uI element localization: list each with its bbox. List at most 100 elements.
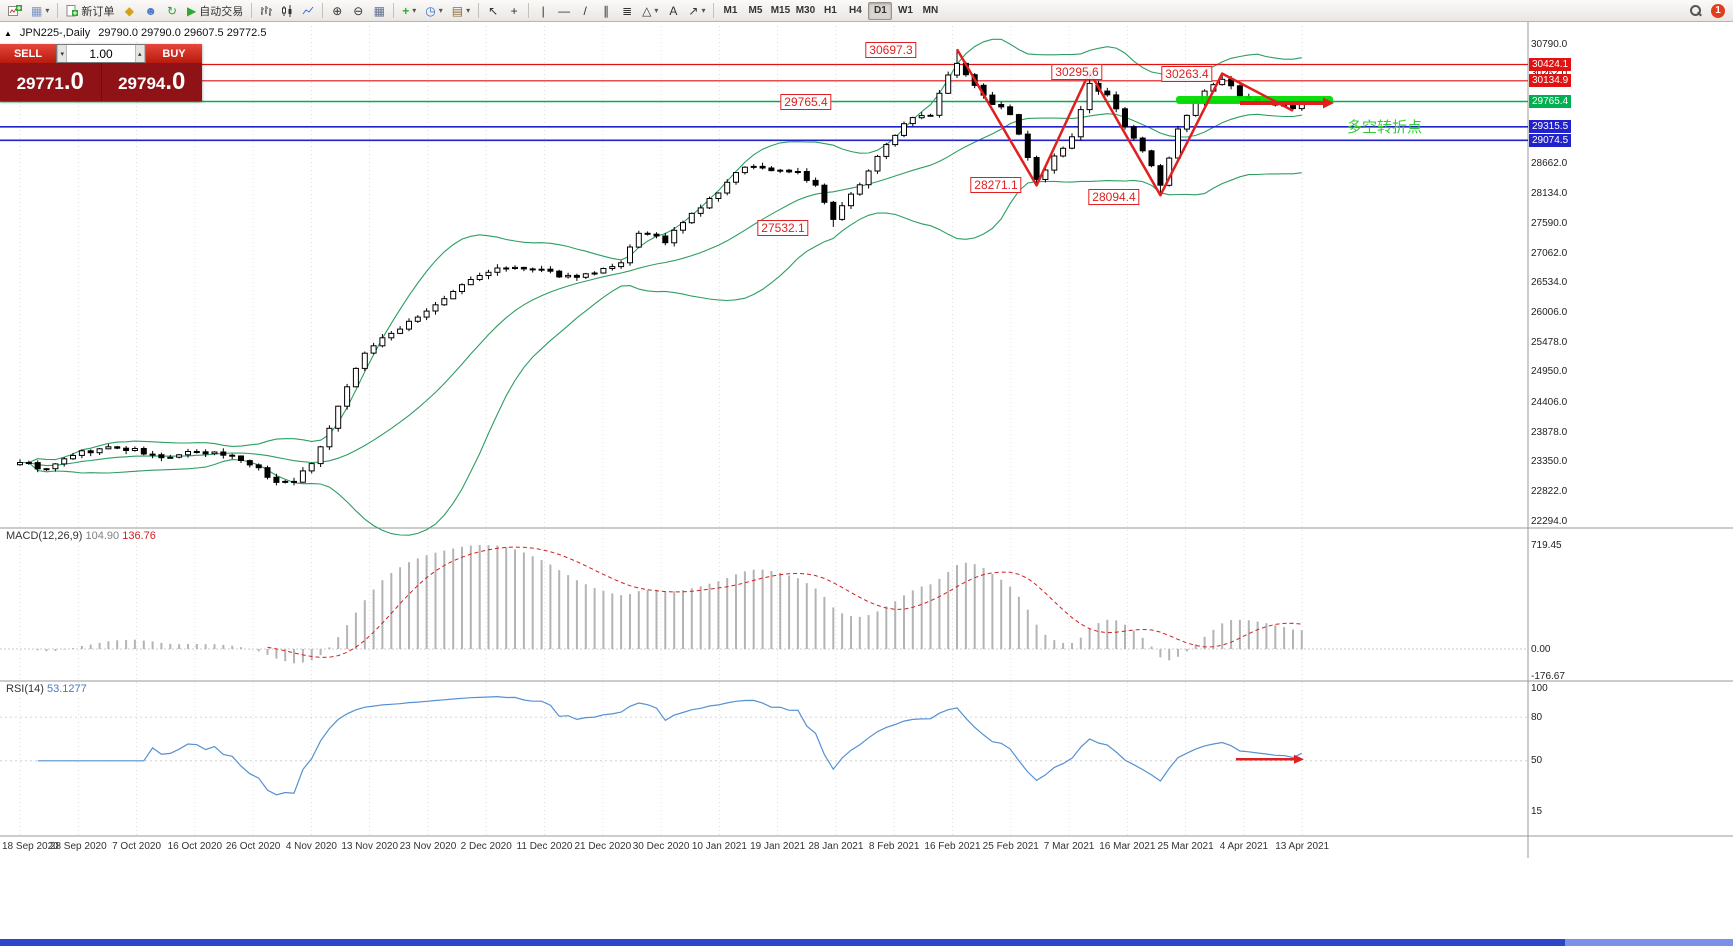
notification-badge: 1 [1711, 3, 1725, 18]
price-annotation-label[interactable]: 30263.4 [1161, 66, 1213, 82]
separator [528, 3, 530, 18]
line-chart-button[interactable] [298, 1, 318, 20]
timeframe-button-MN[interactable]: MN [922, 5, 939, 16]
indicators-button[interactable]: + ▾ [402, 3, 417, 18]
templates-icon: ▤ [451, 3, 464, 18]
new-chart-icon [8, 4, 22, 16]
crosshair-icon: + [510, 3, 518, 18]
indicators-icon: + [402, 3, 410, 18]
sell-price[interactable]: 29771.0 [16, 68, 84, 95]
annotation-note[interactable]: 多空转折点 [1347, 119, 1423, 136]
volume-increase-button[interactable]: ▴ [134, 45, 146, 62]
shapes-icon: △ [642, 3, 652, 18]
separator [322, 3, 324, 18]
bar-chart-button[interactable] [256, 1, 276, 20]
cursor-icon: ↖ [488, 3, 499, 18]
symbol-ohlc: 29790.0 29790.0 29607.5 29772.5 [98, 27, 267, 39]
volume-decrease-button[interactable]: ▾ [57, 45, 68, 62]
timeframe-button-D1[interactable]: D1 [868, 1, 893, 20]
templates-button[interactable]: ▤ ▾ [451, 3, 471, 18]
autotrading-button[interactable]: ▶ 自动交易 [183, 1, 247, 20]
shapes-button[interactable]: △ ▾ [642, 3, 659, 18]
new-order-button[interactable]: 新订单 [62, 1, 118, 20]
horizontal-line-button[interactable]: — [554, 1, 574, 20]
window-bottom-border [0, 939, 1733, 946]
price-annotation-label[interactable]: 28271.1 [970, 177, 1022, 193]
crosshair-button[interactable]: + [504, 1, 524, 20]
price-annotation-label[interactable]: 30697.3 [865, 42, 917, 58]
price-annotation-label[interactable]: 29765.4 [780, 94, 832, 110]
price-annotation-label[interactable]: 28094.4 [1088, 189, 1140, 205]
zoom-in-button[interactable]: ⊕ [327, 1, 347, 20]
symbol-info: ▲ JPN225-,Daily 29790.0 29790.0 29607.5 … [4, 27, 266, 39]
price-annotation-label[interactable]: 27532.1 [757, 220, 809, 236]
channel-icon: ∥ [603, 3, 610, 18]
channel-button[interactable]: ∥ [596, 1, 616, 20]
bar-chart-icon [261, 5, 273, 16]
timeframe-button-M5[interactable]: M5 [748, 5, 763, 16]
arrows-button[interactable]: ↗ ▾ [688, 3, 706, 18]
candlestick-chart-button[interactable] [277, 1, 297, 20]
vertical-line-button[interactable]: | [533, 1, 553, 20]
vertical-line-icon: | [541, 3, 545, 18]
zoom-in-icon: ⊕ [332, 3, 343, 18]
profiles-button[interactable]: ▦ ▾ [31, 3, 50, 18]
volume-control: ▾ ▴ [56, 44, 146, 63]
text-button[interactable]: A [663, 1, 683, 20]
market-watch-icon: ◆ [124, 3, 134, 18]
one-click-trading-panel: SELL ▾ ▴ BUY 29771.0 29794.0 [0, 44, 202, 101]
volume-input[interactable] [67, 45, 135, 62]
refresh-icon: ↻ [166, 3, 178, 18]
market-watch-button[interactable]: ◆ [119, 1, 139, 20]
arrows-icon: ↗ [688, 3, 699, 18]
profiles-icon: ▦ [31, 3, 43, 18]
timeframe-group: M1 M5 M15 M30 H1 H4 D1 W1 MN [718, 1, 942, 20]
sell-button[interactable]: SELL [0, 44, 56, 63]
collapse-arrow-icon[interactable]: ▲ [4, 28, 12, 38]
timeframe-button-H4[interactable]: H4 [849, 5, 862, 16]
main-toolbar: ▦ ▾ 新订单 ◆ ☻ ↻ ▶ 自动交易 ⊕ ⊖ ▦ + ▾ ◷ ▾ ▤ ▾ ↖ [0, 0, 1733, 22]
buy-price[interactable]: 29794.0 [100, 63, 203, 101]
text-icon: A [669, 3, 678, 18]
search-icon [1689, 4, 1702, 17]
accounts-button[interactable]: ☻ [140, 1, 161, 20]
periods-icon: ◷ [425, 3, 436, 18]
periods-button[interactable]: ◷ ▾ [425, 3, 443, 18]
accounts-icon: ☻ [144, 3, 157, 18]
timeframe-button-M30[interactable]: M30 [795, 5, 816, 16]
tile-windows-button[interactable]: ▦ [369, 1, 389, 20]
search-button[interactable] [1685, 1, 1706, 20]
refresh-button[interactable]: ↻ [162, 1, 182, 20]
new-order-label: 新订单 [81, 5, 115, 18]
new-chart-button[interactable] [4, 1, 26, 20]
separator [251, 3, 253, 18]
buy-button[interactable]: BUY [146, 44, 202, 63]
line-chart-icon [302, 6, 314, 14]
trendline-button[interactable]: / [575, 1, 595, 20]
horizontal-line-icon: — [558, 3, 571, 18]
autotrading-play-icon: ▶ [187, 3, 197, 18]
price-annotation-label[interactable]: 30295.6 [1051, 64, 1103, 80]
timeframe-button-M1[interactable]: M1 [723, 5, 738, 16]
zoom-out-icon: ⊖ [353, 3, 364, 18]
separator [57, 3, 59, 18]
fibonacci-button[interactable]: ≣ [617, 1, 637, 20]
new-order-icon [66, 4, 79, 16]
separator [713, 3, 715, 18]
timeframe-button-W1[interactable]: W1 [897, 5, 913, 16]
separator [393, 3, 395, 18]
zoom-out-button[interactable]: ⊖ [348, 1, 368, 20]
trendline-icon: / [583, 3, 587, 18]
candlestick-chart-icon [282, 4, 292, 17]
autotrading-label: 自动交易 [199, 5, 244, 18]
fibonacci-icon: ≣ [622, 3, 633, 18]
timeframe-button-M15[interactable]: M15 [770, 5, 791, 16]
cursor-button[interactable]: ↖ [483, 1, 503, 20]
timeframe-button-H1[interactable]: H1 [824, 5, 837, 16]
symbol-name: JPN225-,Daily [19, 27, 91, 39]
notifications-button[interactable]: 1 [1707, 1, 1729, 20]
separator [478, 3, 480, 18]
tile-windows-icon: ▦ [373, 3, 385, 18]
